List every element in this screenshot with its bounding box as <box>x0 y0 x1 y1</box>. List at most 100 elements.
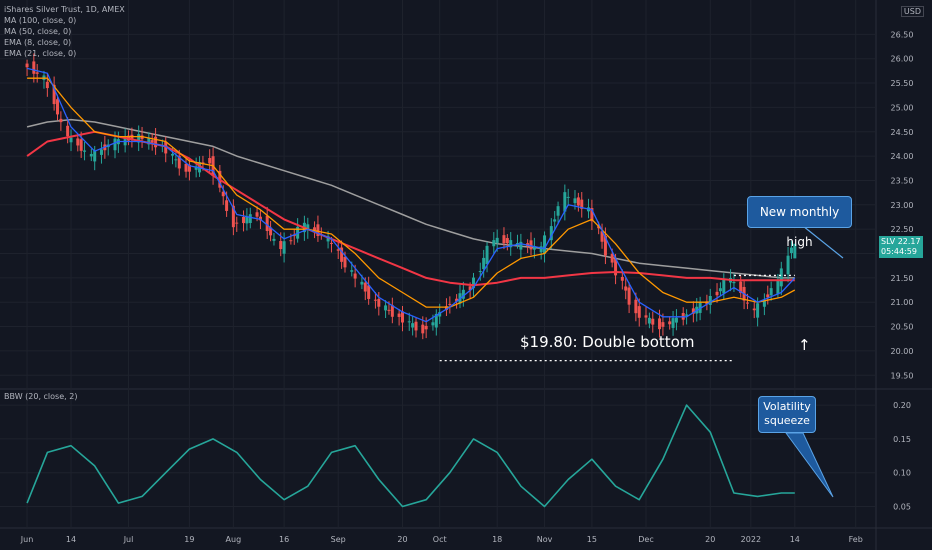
candle-body <box>614 258 618 276</box>
y-tick-label: 22.50 <box>891 225 914 234</box>
candle-body <box>400 311 404 323</box>
candle-body <box>718 288 722 292</box>
y-tick-label: 25.00 <box>891 103 914 112</box>
candle-body <box>137 134 141 143</box>
candle-body <box>221 191 225 197</box>
candle-body <box>509 240 513 248</box>
candle-body <box>610 253 614 263</box>
x-tick-label: 16 <box>279 535 289 544</box>
candle-body <box>776 279 780 295</box>
candle-body <box>387 309 391 311</box>
y-tick-label: 26.50 <box>891 30 914 39</box>
candle-body <box>248 214 252 224</box>
double-bottom-label: $19.80: Double bottom <box>520 333 695 351</box>
candle-body <box>519 241 523 250</box>
candle-body <box>384 305 388 311</box>
candle-body <box>245 216 249 224</box>
legend-ma100[interactable]: MA (100, close, 0) <box>4 16 77 25</box>
candle-body <box>225 200 229 211</box>
candle-body <box>590 208 594 222</box>
candle-body <box>543 235 547 254</box>
candle-body <box>306 224 310 231</box>
candle-body <box>529 240 533 250</box>
x-tick-label: Feb <box>849 535 863 544</box>
legend-ema8[interactable]: EMA (8, close, 0) <box>4 38 72 47</box>
candle-body <box>265 215 269 232</box>
candle-body <box>76 138 80 146</box>
x-tick-label: 2022 <box>741 535 761 544</box>
ma50-path <box>26 130 795 287</box>
candle-body <box>708 296 712 305</box>
y-tick-label: 24.50 <box>891 128 914 137</box>
ema21-path <box>27 77 796 308</box>
candle-body <box>745 302 749 304</box>
volatility-callout: Volatility squeeze <box>758 396 816 433</box>
candle-body <box>553 219 557 222</box>
candle-body <box>482 257 486 270</box>
candle-body <box>187 164 191 172</box>
y-tick-label: 20.50 <box>891 323 914 332</box>
candle-body <box>326 236 330 242</box>
candle-body <box>495 237 499 243</box>
candle-body <box>603 236 607 256</box>
candle-body <box>52 84 56 105</box>
candle-body <box>455 298 459 302</box>
candle-body <box>373 299 377 301</box>
ma50-line <box>26 130 795 287</box>
candle-body <box>779 268 783 287</box>
candle-body <box>99 149 103 155</box>
x-tick-label: 18 <box>492 535 502 544</box>
candle-body <box>421 324 425 334</box>
candle-body <box>170 153 174 156</box>
candle-body <box>766 294 770 298</box>
candle-body <box>715 291 719 296</box>
volatility-line2: squeeze <box>764 414 810 427</box>
candle-body <box>255 212 259 217</box>
candle-body <box>93 150 97 162</box>
candle-body <box>147 137 151 145</box>
candle-body <box>566 196 570 198</box>
y-tick-label: 21.50 <box>891 274 914 283</box>
candle-body <box>208 157 212 164</box>
x-tick-label: 20 <box>705 535 715 544</box>
candle-body <box>556 206 560 216</box>
price-symbol: SLV <box>881 237 896 246</box>
x-tick-label: 20 <box>397 535 407 544</box>
y-tick-label: 25.50 <box>891 79 914 88</box>
candle-body <box>478 271 482 273</box>
legend-ema21[interactable]: EMA (21, close, 0) <box>4 49 77 58</box>
price-countdown: 05:44:59 <box>881 247 917 256</box>
candle-body <box>353 273 357 279</box>
bbw-tick-label: 0.05 <box>893 502 911 511</box>
candle-body <box>627 287 631 305</box>
candle-body <box>674 317 678 323</box>
candle-body <box>194 166 198 170</box>
y-tick-label: 24.00 <box>891 152 914 161</box>
currency-badge[interactable]: USD <box>900 6 924 17</box>
bbw-tick-label: 0.10 <box>893 469 911 478</box>
candle-body <box>661 322 665 327</box>
legend-ma50[interactable]: MA (50, close, 0) <box>4 27 72 36</box>
candle-body <box>289 240 293 242</box>
bbw-legend[interactable]: BBW (20, close, 2) <box>4 392 78 401</box>
candle-body <box>769 288 773 296</box>
candle-body <box>502 235 506 244</box>
ema8-line <box>26 67 796 323</box>
candle-body <box>634 299 638 314</box>
volatility-line1: Volatility <box>763 400 811 413</box>
candle-body <box>644 315 648 318</box>
candle-body <box>231 205 235 228</box>
candle-body <box>343 256 347 268</box>
candle-body <box>242 216 246 224</box>
candle-body <box>174 159 178 161</box>
candle-body <box>668 321 672 325</box>
candle-body <box>154 136 158 148</box>
candle-body <box>580 199 584 209</box>
candle-body <box>438 312 442 317</box>
candle-body <box>505 238 509 244</box>
candle-body <box>461 289 465 299</box>
candle-body <box>59 118 63 123</box>
candle-body <box>789 247 793 254</box>
vol-callout-pointer <box>785 432 834 498</box>
